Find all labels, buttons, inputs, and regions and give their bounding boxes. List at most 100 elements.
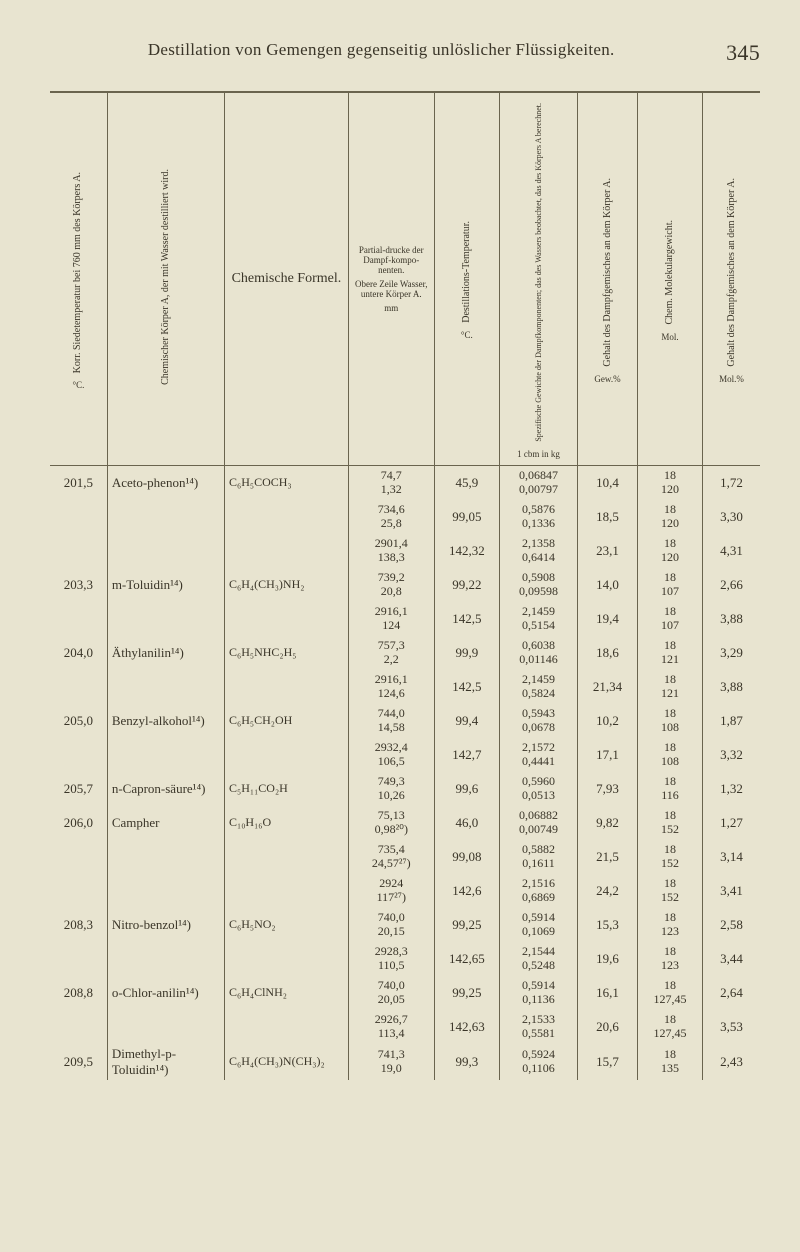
cell-temp (50, 500, 107, 534)
cell-name: Äthylanilin¹⁴) (107, 636, 224, 670)
cell-formula (225, 942, 349, 976)
cell-mol-pct: 3,29 (703, 636, 760, 670)
cell-formula (225, 874, 349, 908)
table-row: 735,424,57²⁷)99,080,58820,161121,5181523… (50, 840, 760, 874)
cell-mol-weight: 18120 (637, 465, 702, 500)
cell-name: Campher (107, 806, 224, 840)
cell-spec-weight: 0,58760,1336 (499, 500, 577, 534)
cell-formula (225, 1010, 349, 1044)
cell-partial: 739,220,8 (348, 568, 434, 602)
table-row: 205,7n-Capron-säure¹⁴)C₅H₁₁CO₂H749,310,2… (50, 772, 760, 806)
cell-spec-weight: 0,58820,1611 (499, 840, 577, 874)
cell-partial: 757,32,2 (348, 636, 434, 670)
cell-formula: C₁₀H₁₆O (225, 806, 349, 840)
cell-mol-weight: 18108 (637, 738, 702, 772)
cell-gew: 23,1 (578, 534, 638, 568)
cell-mol-pct: 2,43 (703, 1044, 760, 1080)
table-row: 2916,1124142,52,14590,515419,4181073,88 (50, 602, 760, 636)
cell-gew: 15,3 (578, 908, 638, 942)
table-row: 2901,4138,3142,322,13580,641423,1181204,… (50, 534, 760, 568)
cell-formula (225, 670, 349, 704)
cell-mol-pct: 1,32 (703, 772, 760, 806)
cell-mol-weight: 18127,45 (637, 1010, 702, 1044)
cell-spec-weight: 0,068470,00797 (499, 465, 577, 500)
cell-dest-temp: 99,4 (434, 704, 499, 738)
cell-mol-weight: 18135 (637, 1044, 702, 1080)
cell-name (107, 942, 224, 976)
cell-dest-temp: 142,65 (434, 942, 499, 976)
col-gew-unit: Gew.% (580, 374, 635, 384)
cell-gew: 19,6 (578, 942, 638, 976)
table-row: 208,8o-Chlor-anilin¹⁴)C₆H₄ClNH₂740,020,0… (50, 976, 760, 1010)
cell-spec-weight: 2,14590,5824 (499, 670, 577, 704)
cell-temp: 208,3 (50, 908, 107, 942)
cell-name (107, 874, 224, 908)
cell-mol-pct: 3,32 (703, 738, 760, 772)
col-temp-unit: °C. (52, 380, 105, 390)
cell-dest-temp: 142,5 (434, 602, 499, 636)
cell-spec-weight: 2,15160,6869 (499, 874, 577, 908)
col-dest-temp: Destillations-Temperatur. °C. (434, 92, 499, 465)
cell-formula (225, 602, 349, 636)
col-temp: Korr. Siedetemperatur bei 760 mm des Kör… (50, 92, 107, 465)
cell-temp (50, 534, 107, 568)
col-mol-weight-unit: Mol. (640, 332, 700, 342)
cell-mol-pct: 3,30 (703, 500, 760, 534)
cell-partial: 749,310,26 (348, 772, 434, 806)
cell-dest-temp: 99,05 (434, 500, 499, 534)
cell-mol-weight: 18120 (637, 500, 702, 534)
table-row: 734,625,899,050,58760,133618,5181203,30 (50, 500, 760, 534)
cell-formula (225, 738, 349, 772)
col-spec-weight-unit: 1 cbm in kg (502, 449, 575, 459)
cell-mol-pct: 4,31 (703, 534, 760, 568)
col-spec-weight-label: Spezifische Gewichte der Dampfkomponente… (534, 103, 544, 442)
cell-mol-pct: 3,53 (703, 1010, 760, 1044)
cell-formula: C₆H₅NO₂ (225, 908, 349, 942)
col-spec-weight: Spezifische Gewichte der Dampfkomponente… (499, 92, 577, 465)
cell-mol-pct: 1,27 (703, 806, 760, 840)
cell-mol-weight: 18108 (637, 704, 702, 738)
cell-mol-pct: 2,64 (703, 976, 760, 1010)
col-gew-label: Gehalt des Dampfgemisches an dem Körper … (602, 178, 614, 367)
cell-partial: 740,020,15 (348, 908, 434, 942)
cell-dest-temp: 142,63 (434, 1010, 499, 1044)
cell-mol-pct: 2,66 (703, 568, 760, 602)
cell-name: m-Toluidin¹⁴) (107, 568, 224, 602)
table-row: 209,5Dimethyl-p-Toluidin¹⁴)C₆H₄(CH₃)N(CH… (50, 1044, 760, 1080)
table-row: 203,3m-Toluidin¹⁴)C₆H₄(CH₃)NH₂739,220,89… (50, 568, 760, 602)
cell-mol-pct: 3,41 (703, 874, 760, 908)
col-temp-label: Korr. Siedetemperatur bei 760 mm des Kör… (72, 172, 84, 373)
cell-gew: 18,5 (578, 500, 638, 534)
cell-partial: 2932,4106,5 (348, 738, 434, 772)
cell-temp (50, 670, 107, 704)
cell-spec-weight: 2,15440,5248 (499, 942, 577, 976)
col-dest-temp-unit: °C. (437, 330, 497, 340)
cell-name: n-Capron-säure¹⁴) (107, 772, 224, 806)
cell-spec-weight: 0,59080,09598 (499, 568, 577, 602)
cell-temp: 205,0 (50, 704, 107, 738)
col-partial-mid: Obere Zeile Wasser, untere Körper A. (351, 279, 432, 299)
col-formula: Chemische Formel. (225, 92, 349, 465)
cell-temp: 209,5 (50, 1044, 107, 1080)
table-row: 201,5Aceto-phenon¹⁴)C₆H₅COCH₃74,71,3245,… (50, 465, 760, 500)
cell-name (107, 738, 224, 772)
cell-spec-weight: 0,068820,00749 (499, 806, 577, 840)
cell-dest-temp: 99,25 (434, 976, 499, 1010)
cell-spec-weight: 2,13580,6414 (499, 534, 577, 568)
cell-name (107, 1010, 224, 1044)
cell-mol-pct: 3,88 (703, 670, 760, 704)
cell-dest-temp: 142,6 (434, 874, 499, 908)
cell-temp (50, 874, 107, 908)
cell-name: Benzyl-alkohol¹⁴) (107, 704, 224, 738)
cell-mol-weight: 18123 (637, 942, 702, 976)
col-mol-pct-label: Gehalt des Dampfgemisches an dem Körper … (726, 178, 738, 367)
header-row: Korr. Siedetemperatur bei 760 mm des Kör… (50, 92, 760, 465)
cell-mol-weight: 18123 (637, 908, 702, 942)
cell-mol-pct: 3,44 (703, 942, 760, 976)
cell-partial: 735,424,57²⁷) (348, 840, 434, 874)
cell-name (107, 840, 224, 874)
page-container: Destillation von Gemengen gegenseitig un… (0, 0, 800, 1110)
table-row: 208,3Nitro-benzol¹⁴)C₆H₅NO₂740,020,1599,… (50, 908, 760, 942)
col-partial: Partial-drucke der Dampf-kompo-nenten. O… (348, 92, 434, 465)
cell-mol-weight: 18152 (637, 874, 702, 908)
